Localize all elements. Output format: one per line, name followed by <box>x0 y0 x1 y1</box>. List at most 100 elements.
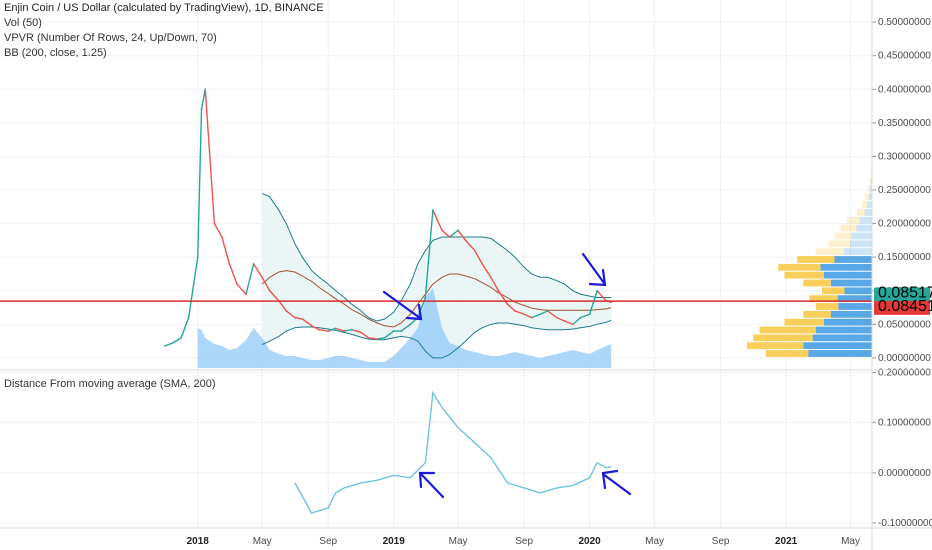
vpvr-bar-down <box>834 232 852 240</box>
legend-vpvr[interactable]: VPVR (Number Of Rows, 24, Up/Down, 70) <box>4 32 217 44</box>
price-segment <box>269 290 280 302</box>
price-point <box>221 236 223 238</box>
price-point <box>392 330 395 332</box>
price-point <box>236 283 238 285</box>
y-tick-label: 0.40000000 <box>878 84 931 95</box>
vpvr-bar-up <box>830 310 872 318</box>
vpvr-bar-down <box>828 240 851 248</box>
price-point <box>530 316 533 319</box>
vpvr-bar-up <box>867 201 872 209</box>
price-segment <box>531 313 541 319</box>
price-point <box>400 330 403 332</box>
price-point <box>334 327 337 330</box>
price-segment <box>556 316 565 322</box>
price-segment <box>360 331 369 339</box>
time-axis[interactable]: 2018 May Sep 2019 May Sep 2020 May Sep 2021 May <box>187 536 860 547</box>
price-series <box>164 88 613 359</box>
arrow-shaft <box>601 472 632 496</box>
x-tick-label: Sep <box>515 536 533 547</box>
vpvr-bar-down <box>862 201 867 209</box>
price-segment <box>384 330 395 339</box>
indicator-series <box>294 390 612 514</box>
price-segment <box>539 310 549 315</box>
vpvr-bar-up <box>844 287 872 295</box>
price-segment <box>302 318 312 327</box>
price-point <box>228 263 231 265</box>
bb-lower-line <box>261 319 612 359</box>
price-point <box>523 313 526 316</box>
legend-distance-sma[interactable]: Distance From moving average (SMA, 200) <box>4 378 216 390</box>
vpvr-bar-down <box>784 271 824 279</box>
price-segment <box>213 223 223 238</box>
price-tags: 0.085175300.08451151 <box>874 284 932 315</box>
vpvr-bar-down <box>803 279 831 287</box>
y-tick-label-lower: 0.20000000 <box>878 368 931 379</box>
price-point <box>376 338 378 341</box>
price-point <box>367 336 370 339</box>
price-segment <box>228 263 238 285</box>
price-point <box>481 263 484 265</box>
bb-upper-line <box>261 192 612 322</box>
y-tick-label-lower: 0.10000000 <box>878 418 931 429</box>
price-point <box>360 331 362 334</box>
price-segment <box>294 316 303 320</box>
vpvr-bar-up <box>843 248 872 256</box>
y-tick-label: 0.35000000 <box>878 118 931 129</box>
price-segment <box>588 290 598 315</box>
vpvr-bar-up <box>837 295 872 303</box>
price-point <box>441 229 443 232</box>
vpvr-bar-up <box>859 216 872 224</box>
price-point <box>457 229 460 232</box>
price-point <box>213 222 216 225</box>
price-point <box>245 293 247 296</box>
price-point <box>285 310 288 312</box>
price-point <box>424 296 427 299</box>
price-segment <box>172 337 182 344</box>
vpvr-bar-up <box>850 240 872 248</box>
price-point <box>539 313 542 316</box>
price-segment <box>564 320 574 326</box>
distance-sma-line <box>294 390 612 514</box>
price-segment <box>368 337 378 340</box>
price-point <box>180 336 183 339</box>
price-tag-label: 0.08517530 <box>878 284 932 301</box>
vpvr-bar-down <box>847 216 860 224</box>
y-tick-label: 0.15000000 <box>878 252 931 263</box>
price-segment <box>335 327 345 332</box>
vpvr-bar-up <box>864 209 872 216</box>
price-point <box>489 276 492 279</box>
symbol-title[interactable]: Enjin Coin / US Dollar (calculated by Tr… <box>4 2 324 14</box>
bollinger-band-fill <box>262 193 612 358</box>
price-point <box>555 316 558 319</box>
price-segment <box>376 337 385 340</box>
volume-profile <box>747 169 872 357</box>
price-segment <box>514 310 525 315</box>
price-segment <box>351 329 362 334</box>
price-segment <box>490 276 499 292</box>
price-point <box>514 310 516 312</box>
arrow-head <box>601 469 619 490</box>
price-point <box>383 336 386 339</box>
price-segment <box>285 310 296 319</box>
legend-vol[interactable]: Vol (50) <box>4 17 42 29</box>
price-segment <box>424 210 434 298</box>
vpvr-bar-up <box>870 177 872 185</box>
price-point <box>294 316 296 319</box>
price-point <box>409 323 412 326</box>
price-point <box>261 276 264 279</box>
price-tag-box <box>874 300 930 315</box>
legend-bb[interactable]: BB (200, close, 1.25) <box>4 47 107 59</box>
price-point <box>497 289 500 292</box>
price-segment <box>449 229 459 238</box>
bb-basis-line <box>261 270 612 328</box>
vpvr-bar-up <box>830 279 872 287</box>
price-segment <box>252 263 263 278</box>
price-segment <box>547 310 558 319</box>
price-segment <box>497 290 509 305</box>
price-point <box>200 108 203 111</box>
vpvr-bar-down <box>753 334 813 342</box>
y-tick-label: 0.20000000 <box>878 219 931 230</box>
price-segment <box>236 283 247 295</box>
